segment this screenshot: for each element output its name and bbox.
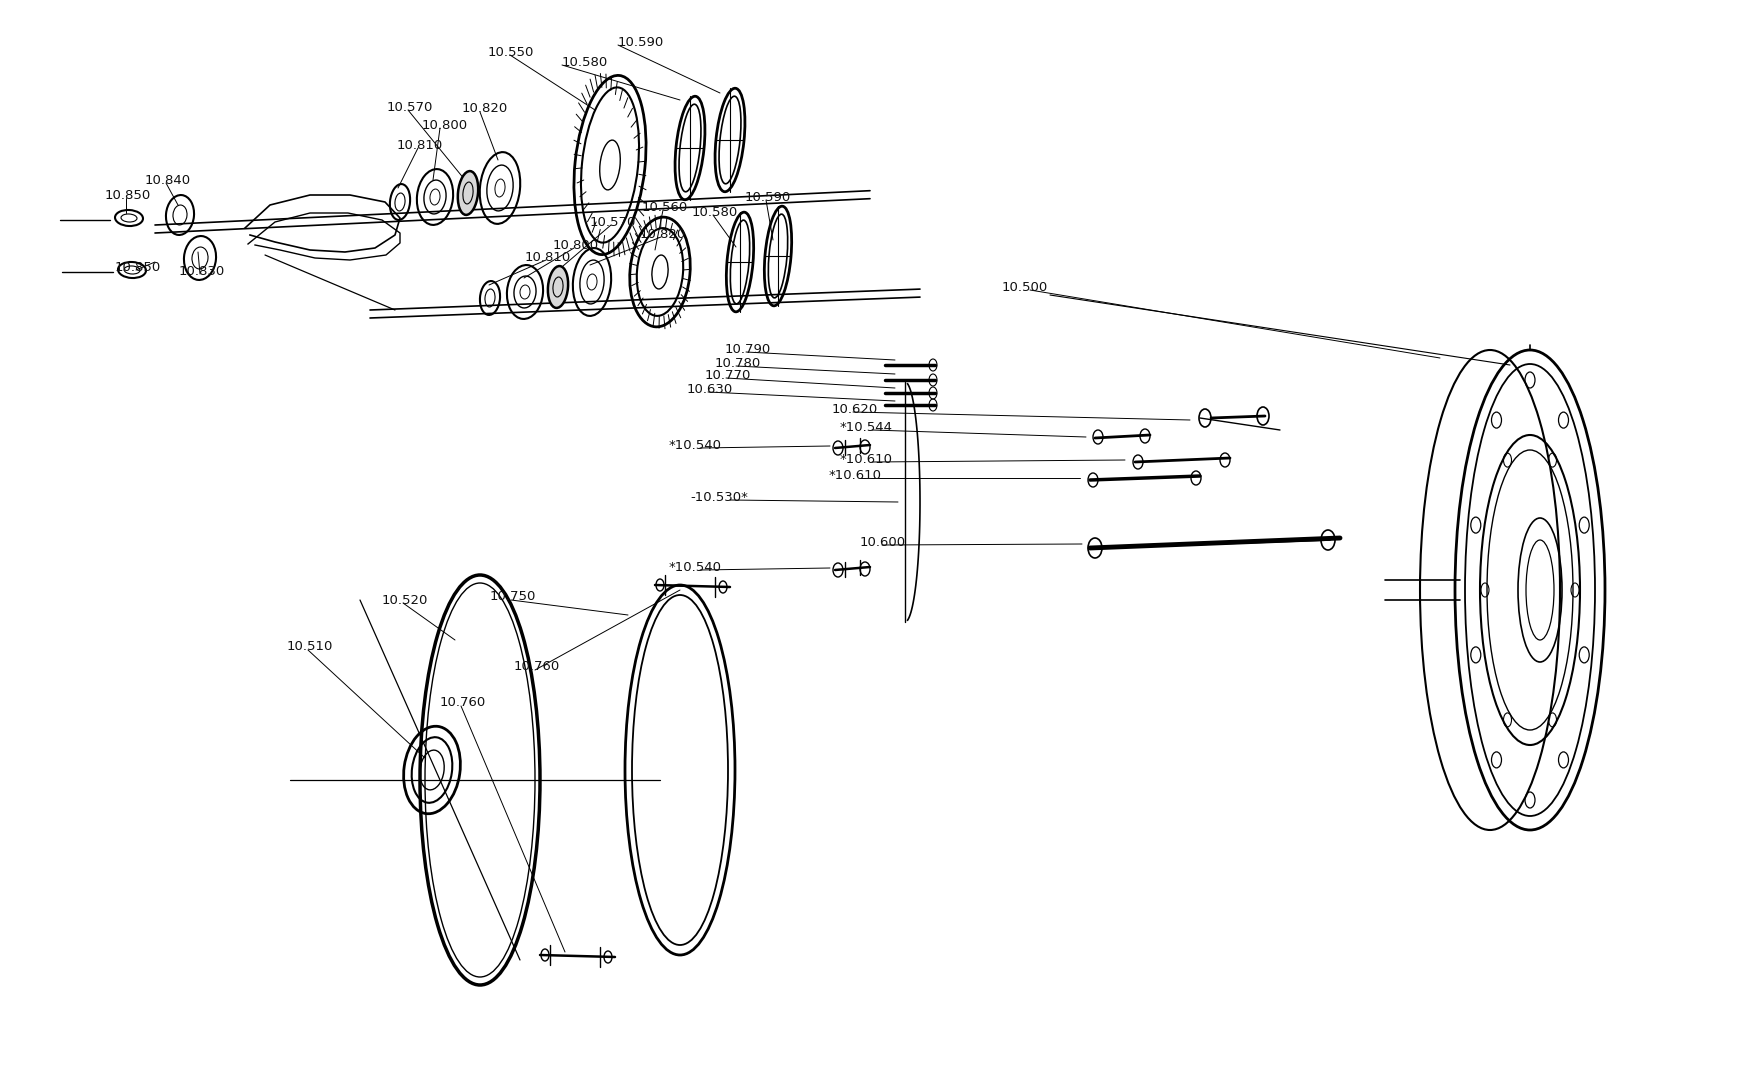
Text: 10.750: 10.750 — [490, 591, 537, 604]
Text: 10.620: 10.620 — [831, 402, 878, 415]
Text: *10.544: *10.544 — [840, 421, 892, 434]
Text: 10.500: 10.500 — [1003, 280, 1048, 293]
Text: 10.580: 10.580 — [691, 206, 738, 218]
Text: 10.590: 10.590 — [746, 191, 791, 204]
Ellipse shape — [548, 266, 569, 308]
Text: 10.760: 10.760 — [514, 661, 560, 674]
Text: 10.760: 10.760 — [439, 697, 487, 710]
Text: 10.830: 10.830 — [178, 265, 226, 278]
Text: 10.780: 10.780 — [716, 356, 761, 370]
Text: 10.840: 10.840 — [145, 173, 191, 186]
Text: 10.580: 10.580 — [562, 56, 609, 69]
Text: *10.540: *10.540 — [668, 438, 723, 451]
Text: 10.800: 10.800 — [553, 239, 598, 252]
Text: *10.610: *10.610 — [840, 452, 892, 465]
Text: 10.550: 10.550 — [488, 46, 534, 59]
Text: 10.600: 10.600 — [859, 535, 906, 548]
Ellipse shape — [458, 171, 478, 215]
Text: 10.770: 10.770 — [705, 368, 751, 381]
Text: 10.820: 10.820 — [462, 101, 507, 114]
Text: 10.630: 10.630 — [688, 383, 733, 396]
Text: 10.590: 10.590 — [618, 36, 665, 48]
Text: 10.560: 10.560 — [642, 201, 688, 214]
Text: 10.810: 10.810 — [397, 138, 443, 152]
Text: 10.850: 10.850 — [116, 261, 161, 274]
Text: 10.520: 10.520 — [382, 593, 429, 606]
Text: *10.610: *10.610 — [830, 469, 882, 482]
Text: 10.810: 10.810 — [525, 251, 570, 264]
Text: 10.820: 10.820 — [640, 228, 686, 241]
Text: 10.510: 10.510 — [287, 641, 334, 654]
Text: -10.530*: -10.530* — [690, 490, 747, 504]
Text: 10.570: 10.570 — [387, 100, 434, 113]
Text: 10.850: 10.850 — [105, 189, 150, 202]
Text: *10.540: *10.540 — [668, 560, 723, 573]
Text: 10.800: 10.800 — [422, 119, 469, 132]
Text: 10.790: 10.790 — [724, 342, 772, 355]
Text: 10.570: 10.570 — [590, 216, 637, 229]
